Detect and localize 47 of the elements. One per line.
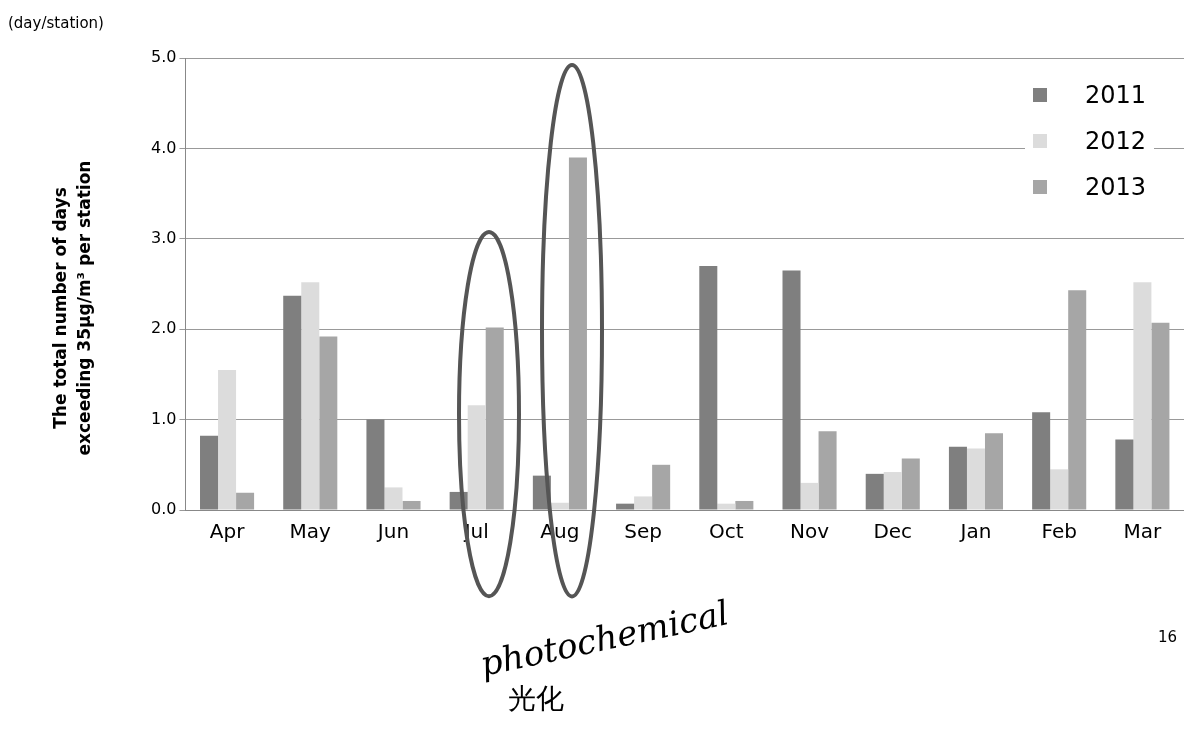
x-tick-label: Mar — [1123, 519, 1163, 544]
legend-label: 2013 — [1084, 173, 1146, 201]
y-axis-title: The total number of days exceeding 35μg/m³ per station — [49, 159, 95, 458]
bar — [236, 492, 255, 510]
x-tick-label: Dec — [873, 519, 913, 544]
x-tick-label: Sep — [624, 519, 662, 544]
text: 16 — [1158, 628, 1178, 646]
text: 光化 — [508, 682, 564, 717]
x-tick-label: Oct — [709, 519, 744, 544]
bar — [735, 500, 754, 510]
bar — [218, 369, 237, 510]
x-tick-label: Jan — [958, 519, 992, 544]
bar — [717, 503, 736, 510]
legend-label: 2012 — [1084, 127, 1146, 155]
y-tick-label: 0.0 — [150, 499, 177, 519]
bar — [467, 405, 486, 510]
legend-label: 2011 — [1084, 81, 1146, 109]
bar — [550, 502, 569, 510]
bar — [800, 482, 819, 510]
bar — [568, 157, 587, 510]
bar — [634, 496, 653, 510]
x-tick-label: Jun — [375, 519, 410, 544]
bar — [984, 433, 1004, 510]
bar — [1068, 290, 1087, 510]
bar — [485, 327, 504, 510]
bar — [1151, 322, 1170, 510]
bar — [301, 282, 320, 510]
bar — [319, 336, 338, 510]
x-tick-label: Nov — [790, 519, 830, 544]
bar — [652, 464, 671, 510]
text: (day/station) — [8, 14, 104, 32]
y-tick-label: 5.0 — [150, 47, 177, 67]
bar — [883, 472, 902, 510]
bar — [818, 431, 837, 510]
bar — [901, 458, 920, 510]
bar — [1050, 469, 1069, 510]
x-tick-label: Apr — [209, 519, 246, 544]
x-tick-label: Feb — [1041, 519, 1077, 544]
y-tick-label: 4.0 — [150, 137, 177, 157]
y-tick-label: 1.0 — [150, 408, 177, 428]
y-tick-label: 3.0 — [150, 227, 177, 247]
bar — [966, 448, 985, 510]
bar — [402, 500, 421, 510]
x-tick-label: May — [289, 519, 332, 544]
y-tick-label: 2.0 — [150, 318, 177, 338]
bar — [384, 487, 403, 510]
bar — [1133, 282, 1152, 510]
